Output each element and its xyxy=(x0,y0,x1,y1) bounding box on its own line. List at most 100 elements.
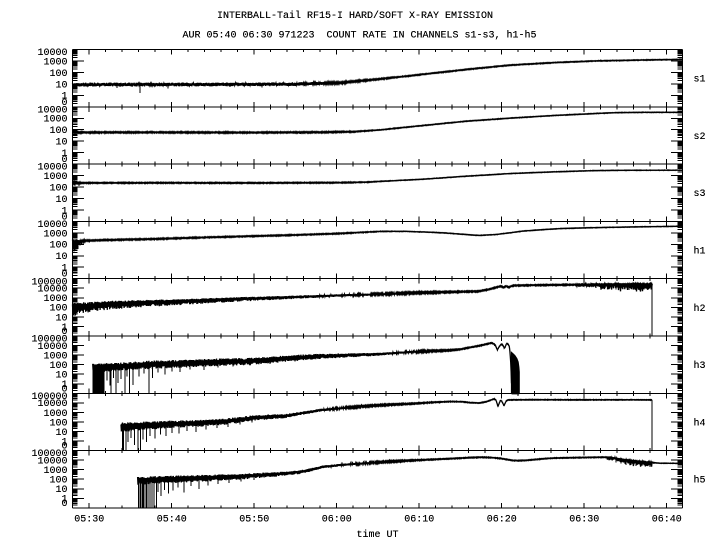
svg-text:10000: 10000 xyxy=(37,220,67,231)
svg-text:1: 1 xyxy=(61,92,67,103)
svg-text:10: 10 xyxy=(55,80,67,91)
svg-text:1000: 1000 xyxy=(43,352,67,363)
svg-text:10: 10 xyxy=(55,252,67,263)
svg-text:06:30: 06:30 xyxy=(569,514,599,525)
svg-text:100000: 100000 xyxy=(31,449,67,460)
svg-text:10000: 10000 xyxy=(37,457,67,468)
svg-text:0: 0 xyxy=(61,98,67,109)
svg-text:0: 0 xyxy=(61,384,67,395)
svg-text:06:40: 06:40 xyxy=(652,514,682,525)
svg-text:1000: 1000 xyxy=(43,172,67,183)
svg-text:1000: 1000 xyxy=(43,57,67,68)
svg-text:100: 100 xyxy=(49,418,67,429)
svg-text:1: 1 xyxy=(61,323,67,334)
svg-text:1000: 1000 xyxy=(43,294,67,305)
svg-text:100: 100 xyxy=(49,183,67,194)
svg-text:s1: s1 xyxy=(694,75,706,86)
svg-text:10: 10 xyxy=(55,138,67,149)
svg-text:10: 10 xyxy=(55,138,67,149)
svg-text:1: 1 xyxy=(61,380,67,391)
svg-text:s3: s3 xyxy=(694,189,706,200)
svg-text:06:10: 06:10 xyxy=(404,514,434,525)
svg-text:0: 0 xyxy=(61,327,67,338)
svg-text:10000: 10000 xyxy=(37,105,67,116)
svg-text:1000: 1000 xyxy=(43,229,67,240)
svg-text:1000: 1000 xyxy=(43,172,67,183)
svg-text:1000: 1000 xyxy=(43,466,67,477)
svg-text:100: 100 xyxy=(49,361,67,372)
svg-text:1: 1 xyxy=(61,495,67,506)
svg-text:INTERBALL-Tail RF15-I HARD/SOF: INTERBALL-Tail RF15-I HARD/SOFT X-RAY EM… xyxy=(217,10,493,22)
svg-text:time UT: time UT xyxy=(356,529,398,541)
svg-text:0: 0 xyxy=(61,212,67,223)
svg-text:10000: 10000 xyxy=(37,285,67,296)
svg-text:10000: 10000 xyxy=(37,457,67,468)
svg-text:1000: 1000 xyxy=(43,115,67,126)
svg-text:1: 1 xyxy=(61,495,67,506)
svg-text:100: 100 xyxy=(49,183,67,194)
svg-text:100000: 100000 xyxy=(31,277,67,288)
svg-text:05:50: 05:50 xyxy=(239,514,269,525)
svg-text:10: 10 xyxy=(55,428,67,439)
svg-text:05:40: 05:40 xyxy=(157,514,187,525)
svg-text:1000: 1000 xyxy=(43,294,67,305)
svg-text:1: 1 xyxy=(61,206,67,217)
svg-text:100: 100 xyxy=(49,69,67,80)
svg-text:0: 0 xyxy=(61,499,67,510)
svg-text:h1: h1 xyxy=(694,245,706,257)
svg-text:100: 100 xyxy=(49,241,67,252)
svg-text:06:00: 06:00 xyxy=(322,514,352,525)
svg-text:1000: 1000 xyxy=(43,57,67,68)
svg-text:10000: 10000 xyxy=(37,399,67,410)
svg-text:100: 100 xyxy=(49,69,67,80)
svg-text:1: 1 xyxy=(61,323,67,334)
svg-text:1: 1 xyxy=(61,264,67,275)
svg-text:100: 100 xyxy=(49,418,67,429)
svg-text:06:10: 06:10 xyxy=(404,514,434,525)
svg-text:05:30: 05:30 xyxy=(74,514,104,525)
svg-text:100: 100 xyxy=(49,126,67,137)
svg-text:10000: 10000 xyxy=(37,105,67,116)
svg-text:05:30: 05:30 xyxy=(74,514,104,525)
svg-text:10: 10 xyxy=(55,313,67,324)
svg-text:06:40: 06:40 xyxy=(652,514,682,525)
svg-text:0: 0 xyxy=(61,442,67,453)
svg-text:10000: 10000 xyxy=(37,163,67,174)
svg-text:10: 10 xyxy=(55,485,67,496)
svg-text:10000: 10000 xyxy=(37,220,67,231)
svg-text:AUR 05:40 06:30 971223 COUNT: AUR 05:40 06:30 971223 COUNT RATE IN CHA… xyxy=(183,29,537,41)
svg-text:100000: 100000 xyxy=(31,335,67,346)
svg-text:10000: 10000 xyxy=(37,342,67,353)
svg-text:10: 10 xyxy=(55,371,67,382)
svg-text:10000: 10000 xyxy=(37,399,67,410)
svg-text:h3: h3 xyxy=(694,360,706,372)
svg-text:s2: s2 xyxy=(694,132,706,143)
svg-text:time UT: time UT xyxy=(356,529,398,541)
svg-text:AUR 05:40 06:30 971223 COUNT: AUR 05:40 06:30 971223 COUNT RATE IN CHA… xyxy=(183,29,537,41)
svg-text:h2: h2 xyxy=(694,303,706,315)
svg-text:0: 0 xyxy=(61,270,67,281)
svg-text:h5: h5 xyxy=(694,475,706,487)
svg-text:10: 10 xyxy=(55,371,67,382)
svg-text:s3: s3 xyxy=(694,189,706,200)
svg-text:0: 0 xyxy=(61,442,67,453)
svg-text:1000: 1000 xyxy=(43,115,67,126)
svg-text:1: 1 xyxy=(61,437,67,448)
svg-text:1: 1 xyxy=(61,380,67,391)
svg-text:06:20: 06:20 xyxy=(487,514,517,525)
svg-text:1000: 1000 xyxy=(43,466,67,477)
svg-text:0: 0 xyxy=(61,212,67,223)
svg-text:100000: 100000 xyxy=(31,392,67,403)
svg-text:10000: 10000 xyxy=(37,163,67,174)
svg-text:1000: 1000 xyxy=(43,409,67,420)
svg-text:0: 0 xyxy=(61,155,67,166)
svg-text:1000: 1000 xyxy=(43,229,67,240)
svg-text:10000: 10000 xyxy=(37,285,67,296)
svg-text:100: 100 xyxy=(49,476,67,487)
svg-text:100: 100 xyxy=(49,304,67,315)
svg-text:10: 10 xyxy=(55,485,67,496)
svg-text:100: 100 xyxy=(49,476,67,487)
svg-text:100: 100 xyxy=(49,126,67,137)
svg-text:10000: 10000 xyxy=(37,48,67,59)
svg-text:0: 0 xyxy=(61,155,67,166)
